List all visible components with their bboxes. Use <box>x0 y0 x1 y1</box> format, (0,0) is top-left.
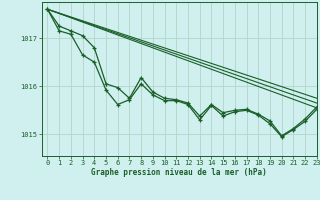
X-axis label: Graphe pression niveau de la mer (hPa): Graphe pression niveau de la mer (hPa) <box>91 168 267 177</box>
